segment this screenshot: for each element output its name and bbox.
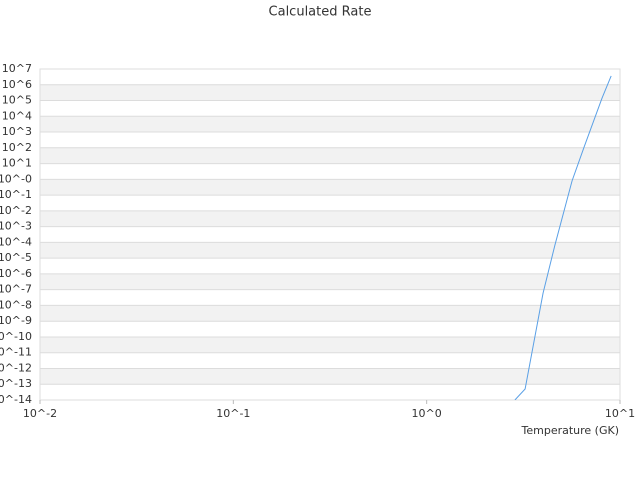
data-line: [514, 75, 612, 400]
y-tick-label: 10^3: [2, 125, 32, 138]
y-tick-label: 10^2: [2, 141, 32, 154]
y-tick-label: 10^-12: [0, 361, 32, 374]
grid-band: [40, 273, 620, 290]
y-tick-label: 10^1: [2, 157, 32, 170]
y-tick-label: 10^-4: [0, 235, 32, 248]
grid-band: [40, 147, 620, 164]
y-tick-label: 10^-0: [0, 172, 32, 185]
plot-border: [39, 68, 621, 401]
y-tick-label: 10^-9: [0, 314, 32, 327]
y-tick-label: 10^-2: [0, 204, 32, 217]
grid-band: [40, 336, 620, 353]
y-tick-label: 10^-7: [0, 283, 32, 296]
grid-band: [40, 305, 620, 322]
x-tick-label: 10^0: [412, 407, 442, 420]
grid-band: [40, 84, 620, 101]
y-tick-label: 10^6: [2, 78, 32, 91]
grid-band: [40, 242, 620, 259]
y-tick-label: 10^-6: [0, 267, 32, 280]
y-tick-label: 10^-13: [0, 377, 32, 390]
y-tick-label: 10^4: [2, 109, 32, 122]
y-tick-label: 10^-5: [0, 251, 32, 264]
grid-band: [40, 116, 620, 133]
x-tick-label: 10^-1: [216, 407, 250, 420]
chart-title: Calculated Rate: [269, 5, 372, 20]
x-tick-label: 10^-2: [23, 407, 57, 420]
y-tick-label: 10^5: [2, 94, 32, 107]
y-tick-label: 10^-3: [0, 220, 32, 233]
y-tick-label: 10^-1: [0, 188, 32, 201]
y-tick-label: 10^-14: [0, 393, 32, 406]
grid-band: [40, 368, 620, 385]
y-tick-label: 10^-8: [0, 298, 32, 311]
grid-band: [40, 210, 620, 227]
x-tick-label: 10^1: [605, 407, 635, 420]
x-axis-label: Temperature (GK): [521, 424, 620, 437]
y-tick-label: 10^-10: [0, 330, 32, 343]
grid-band: [40, 179, 620, 196]
y-tick-label: 10^-11: [0, 346, 32, 359]
y-tick-label: 10^7: [2, 62, 32, 75]
